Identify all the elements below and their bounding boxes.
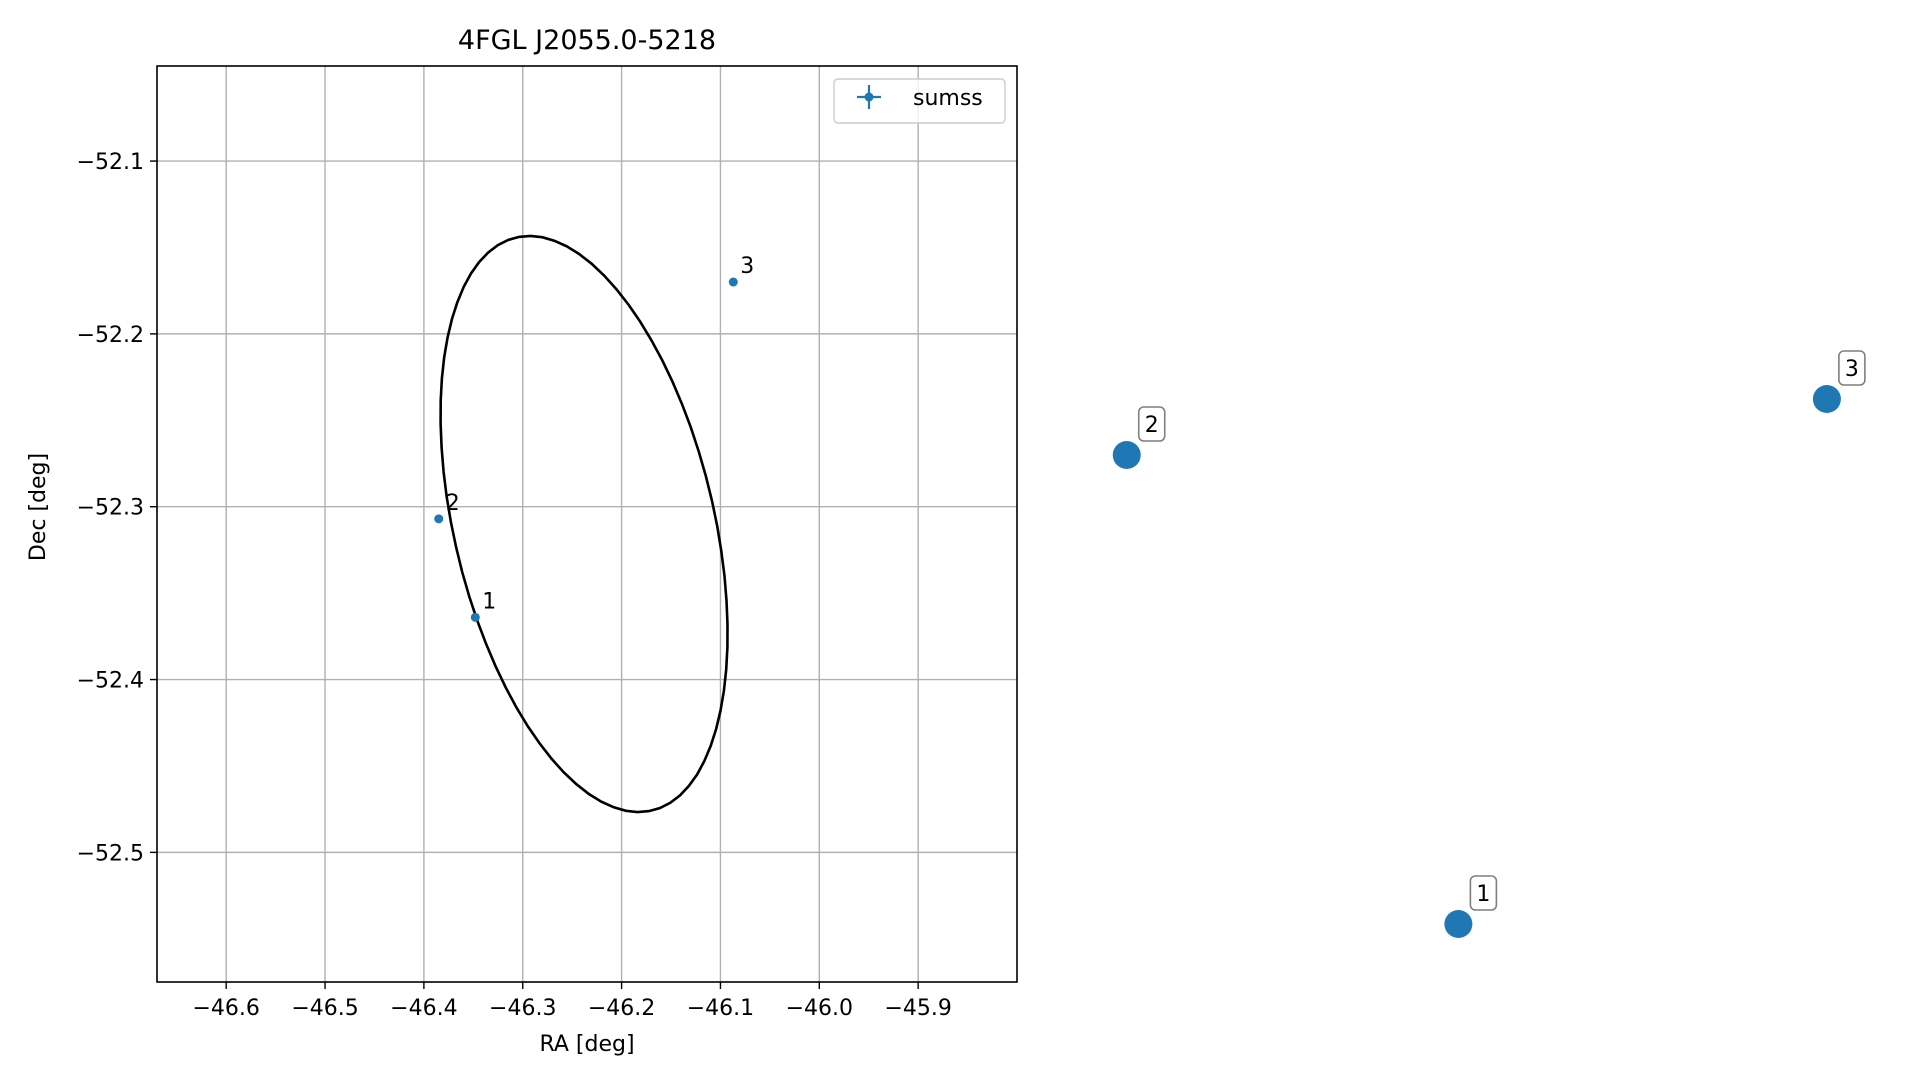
x-tick-label: −46.6 (192, 996, 259, 1021)
x-tick-label: −46.1 (687, 996, 754, 1021)
legend-entry-sumss: sumss (913, 86, 983, 111)
grid-lines (157, 66, 1017, 982)
y-tick-label: −52.2 (77, 323, 144, 348)
secondary-point-badge-3 (1838, 350, 1866, 386)
data-point-2 (434, 514, 444, 524)
data-point-3 (728, 277, 738, 287)
data-point-label-1: 1 (482, 589, 496, 614)
secondary-point-label-2: 2 (1145, 413, 1159, 438)
data-points: 1 2 3 (434, 254, 754, 622)
secondary-point-1 (1444, 910, 1473, 938)
secondary-scatter-panel: 1 2 3 (1112, 350, 1866, 938)
x-tick-label: −46.3 (489, 996, 556, 1021)
secondary-point-3 (1812, 385, 1841, 413)
secondary-point-label-3: 3 (1845, 357, 1859, 382)
y-axis-ticks: −52.1 −52.2 −52.3 −52.4 −52.5 (77, 150, 157, 866)
main-plot: 4FGL J2055.0-5218 −46.6 −46.5 −46.4 −46.3 −4… (26, 25, 1018, 1057)
y-tick-label: −52.1 (77, 150, 144, 175)
x-tick-label: −45.9 (884, 996, 951, 1021)
x-tick-label: −46.5 (291, 996, 358, 1021)
error-ellipse (439, 234, 729, 814)
x-tick-label: −46.0 (786, 996, 853, 1021)
secondary-point-2 (1112, 441, 1141, 469)
y-tick-label: −52.5 (77, 841, 144, 866)
chart-title: 4FGL J2055.0-5218 (458, 25, 716, 56)
x-axis-ticks: −46.6 −46.5 −46.4 −46.3 −46.2 −46.1 −46.0 −45.9 (192, 982, 952, 1021)
secondary-point-label-1: 1 (1476, 882, 1490, 907)
x-tick-label: −46.2 (588, 996, 655, 1021)
data-point-label-3: 3 (740, 254, 754, 279)
x-tick-label: −46.4 (390, 996, 457, 1021)
data-point-label-2: 2 (446, 491, 460, 516)
secondary-point-badge-2 (1137, 406, 1166, 442)
secondary-point-badge-1 (1469, 875, 1498, 911)
data-point-1 (470, 612, 480, 622)
legend-marker-icon (857, 85, 881, 109)
legend-box (833, 78, 1006, 124)
y-axis-label: Dec [deg] (26, 453, 51, 561)
x-axis-label: RA [deg] (539, 1032, 634, 1057)
y-tick-label: −52.3 (77, 496, 144, 521)
plot-frame (156, 65, 1018, 983)
legend: sumss (833, 78, 1006, 124)
y-tick-label: −52.4 (77, 669, 144, 694)
